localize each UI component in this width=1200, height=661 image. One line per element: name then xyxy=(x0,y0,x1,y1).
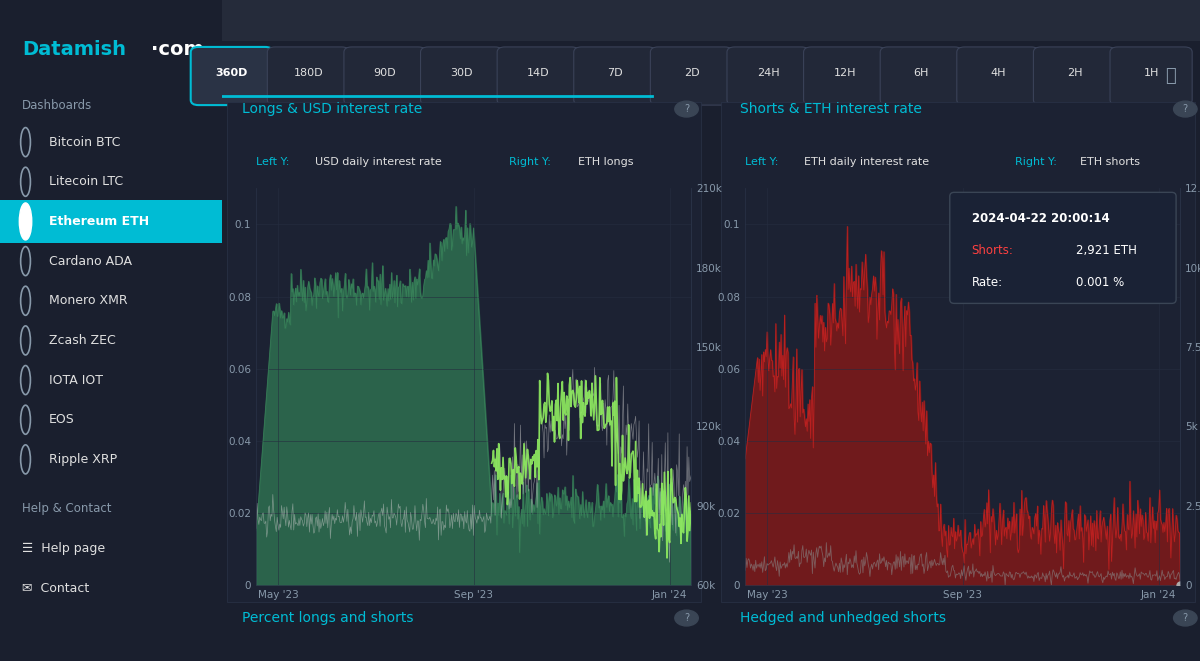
Text: Ethereum ETH: Ethereum ETH xyxy=(49,215,149,228)
Text: Longs & USD interest rate: Longs & USD interest rate xyxy=(241,102,422,116)
Text: Left Y:: Left Y: xyxy=(745,157,779,167)
Text: ?: ? xyxy=(684,613,689,623)
FancyBboxPatch shape xyxy=(956,47,1039,105)
Text: 4H: 4H xyxy=(990,67,1006,78)
Text: 12H: 12H xyxy=(834,67,856,78)
Text: 7D: 7D xyxy=(607,67,623,78)
FancyBboxPatch shape xyxy=(727,47,809,105)
Text: 360D: 360D xyxy=(216,67,248,78)
Text: 6H: 6H xyxy=(913,67,929,78)
Text: Left Y:: Left Y: xyxy=(257,157,289,167)
Text: Right Y:: Right Y: xyxy=(509,157,551,167)
Text: Bitcoin BTC: Bitcoin BTC xyxy=(49,136,120,149)
Text: ✉  Contact: ✉ Contact xyxy=(23,582,90,595)
FancyBboxPatch shape xyxy=(497,47,580,105)
Text: ?: ? xyxy=(1183,104,1188,114)
Text: ?: ? xyxy=(684,104,689,114)
Text: Cardano ADA: Cardano ADA xyxy=(49,254,132,268)
Circle shape xyxy=(1174,101,1198,117)
Text: 90D: 90D xyxy=(373,67,396,78)
Text: ETH shorts: ETH shorts xyxy=(1080,157,1140,167)
Text: Hedged and unhedged shorts: Hedged and unhedged shorts xyxy=(740,611,947,625)
Text: ·com: ·com xyxy=(151,40,204,59)
Text: Monero XMR: Monero XMR xyxy=(49,294,127,307)
Text: Percent longs and shorts: Percent longs and shorts xyxy=(241,611,413,625)
Text: EOS: EOS xyxy=(49,413,74,426)
FancyBboxPatch shape xyxy=(804,47,886,105)
Text: Zcash ZEC: Zcash ZEC xyxy=(49,334,115,347)
Text: Help & Contact: Help & Contact xyxy=(23,502,112,516)
Bar xyxy=(721,102,1195,602)
Text: Rate:: Rate: xyxy=(972,276,1003,289)
Text: Right Y:: Right Y: xyxy=(1015,157,1057,167)
FancyBboxPatch shape xyxy=(1110,47,1192,105)
Text: 24H: 24H xyxy=(757,67,779,78)
Text: ?: ? xyxy=(1183,613,1188,623)
Bar xyxy=(0,200,222,243)
Text: IOTA IOT: IOTA IOT xyxy=(49,373,103,387)
FancyBboxPatch shape xyxy=(574,47,656,105)
FancyBboxPatch shape xyxy=(344,47,426,105)
FancyBboxPatch shape xyxy=(1033,47,1116,105)
Text: USD daily interest rate: USD daily interest rate xyxy=(314,157,442,167)
Text: 30D: 30D xyxy=(450,67,473,78)
FancyBboxPatch shape xyxy=(268,47,349,105)
Text: 1H: 1H xyxy=(1144,67,1159,78)
FancyBboxPatch shape xyxy=(420,47,503,105)
FancyBboxPatch shape xyxy=(949,192,1176,303)
Circle shape xyxy=(674,610,698,626)
Text: Litecoin LTC: Litecoin LTC xyxy=(49,175,122,188)
Text: ETH daily interest rate: ETH daily interest rate xyxy=(804,157,929,167)
Text: 14D: 14D xyxy=(527,67,550,78)
Bar xyxy=(227,102,701,602)
Text: 2H: 2H xyxy=(1067,67,1082,78)
Text: Datamish: Datamish xyxy=(23,40,126,59)
Circle shape xyxy=(19,203,31,240)
Text: Shorts:: Shorts: xyxy=(972,244,1014,257)
Text: 2D: 2D xyxy=(684,67,700,78)
Text: 2024-04-22 20:00:14: 2024-04-22 20:00:14 xyxy=(972,212,1109,225)
Circle shape xyxy=(674,101,698,117)
FancyBboxPatch shape xyxy=(191,47,272,105)
Text: ☰  Help page: ☰ Help page xyxy=(23,542,106,555)
Bar xyxy=(222,0,1200,41)
Text: 180D: 180D xyxy=(294,67,323,78)
Circle shape xyxy=(1174,610,1198,626)
Text: 0.001 %: 0.001 % xyxy=(1076,276,1124,289)
Text: ETH longs: ETH longs xyxy=(578,157,634,167)
Text: ⏻: ⏻ xyxy=(1165,67,1176,85)
FancyBboxPatch shape xyxy=(880,47,962,105)
Text: 2,921 ETH: 2,921 ETH xyxy=(1076,244,1136,257)
Text: Dashboards: Dashboards xyxy=(23,99,92,112)
FancyBboxPatch shape xyxy=(650,47,732,105)
Text: Ripple XRP: Ripple XRP xyxy=(49,453,116,466)
Text: Shorts & ETH interest rate: Shorts & ETH interest rate xyxy=(740,102,923,116)
